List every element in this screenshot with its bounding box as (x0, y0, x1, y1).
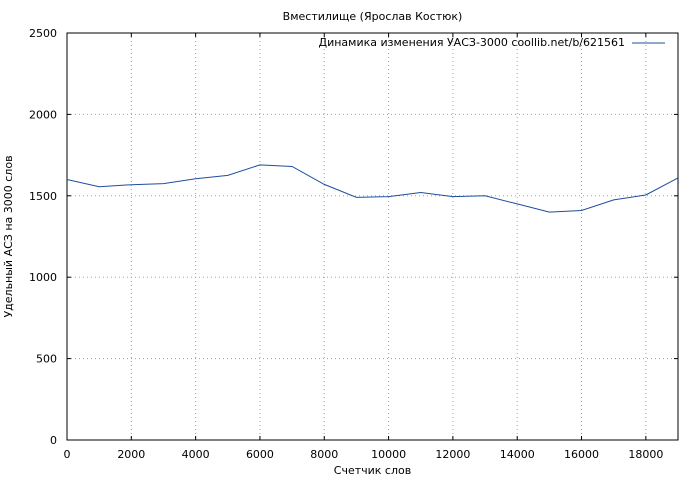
x-tick-label: 4000 (182, 448, 210, 461)
x-tick-label: 2000 (117, 448, 145, 461)
y-tick-label: 2500 (29, 27, 57, 40)
x-tick-label: 18000 (628, 448, 663, 461)
y-axis-label: Удельный АСЗ на 3000 слов (2, 155, 15, 317)
series-layer (66, 164, 679, 213)
x-axis-label: Счетчик слов (334, 464, 411, 477)
x-tick-label: 16000 (564, 448, 599, 461)
x-tick-label: 8000 (310, 448, 338, 461)
y-tick-label: 0 (50, 434, 57, 447)
y-tick-label: 2000 (29, 108, 57, 121)
y-tick-label: 1500 (29, 190, 57, 203)
x-tick-label: 10000 (371, 448, 406, 461)
x-tick-label: 12000 (435, 448, 470, 461)
series-line (66, 164, 679, 213)
y-tick-label: 500 (36, 353, 57, 366)
legend: Динамика изменения УАСЗ-3000 coollib.net… (319, 36, 665, 49)
x-tick-label: 0 (64, 448, 71, 461)
axis-ticks: 0 2000 4000 6000 8000 10000 12000 14000 16000 180… (29, 27, 678, 461)
legend-label: Динамика изменения УАСЗ-3000 coollib.net… (319, 36, 626, 49)
plot-area-frame (66, 32, 679, 441)
grid (67, 33, 678, 440)
chart-title: Вместилище (Ярослав Костюк) (283, 10, 463, 23)
x-tick-label: 14000 (500, 448, 535, 461)
x-tick-label: 6000 (246, 448, 274, 461)
y-tick-label: 1000 (29, 271, 57, 284)
